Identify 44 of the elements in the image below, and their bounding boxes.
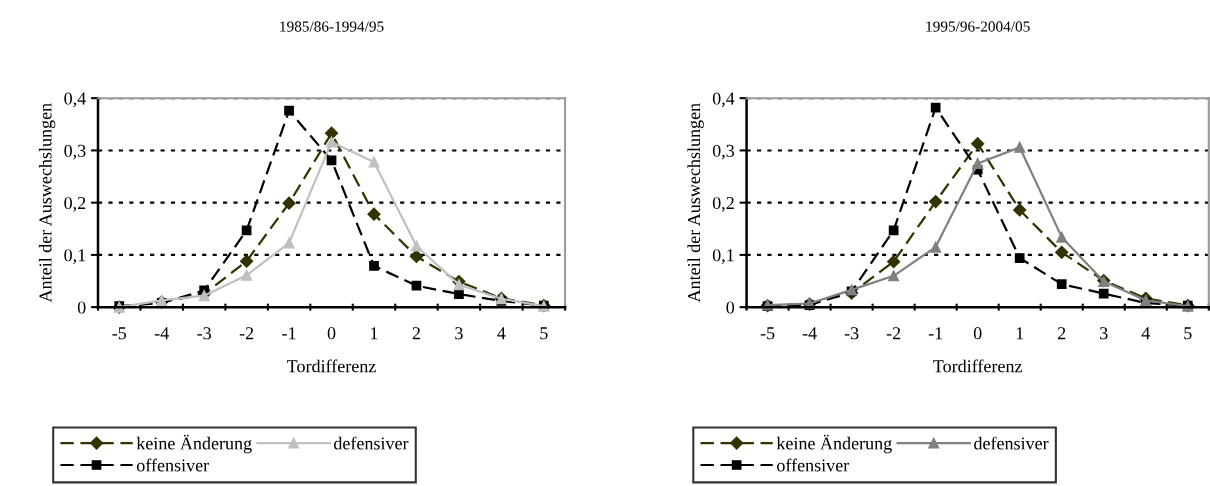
x-tick-label: -2 bbox=[886, 327, 901, 340]
chart-title: 1985/86-1994/95 bbox=[280, 21, 384, 32]
x-tick-label: -1 bbox=[928, 327, 943, 340]
y-axis-title: Anteil der Auswechslungen bbox=[38, 103, 56, 303]
x-tick-label: -4 bbox=[802, 327, 817, 340]
y-tick-label: 0,1 bbox=[712, 249, 734, 264]
x-tick-label: 3 bbox=[1100, 327, 1108, 340]
y-tick-label: 0 bbox=[77, 301, 86, 314]
x-axis-title: Tordifferenz bbox=[933, 359, 1022, 373]
x-tick-label: -3 bbox=[844, 327, 859, 340]
x-tick-label: 5 bbox=[540, 327, 548, 340]
legend-label: defensiver bbox=[334, 436, 409, 450]
legend-label: keine Änderung bbox=[136, 434, 252, 454]
x-axis-title: Tordifferenz bbox=[287, 359, 376, 373]
x-tick-label: -1 bbox=[282, 327, 296, 340]
chart-title: 1995/96-2004/05 bbox=[926, 21, 1030, 32]
legend-label: defensiver bbox=[974, 436, 1049, 450]
y-tick-label: 0 bbox=[726, 301, 735, 314]
x-tick-label: 3 bbox=[455, 327, 463, 340]
x-tick-label: 4 bbox=[1141, 327, 1150, 340]
x-tick-label: -5 bbox=[760, 327, 775, 340]
x-tick-label: 1 bbox=[1016, 327, 1024, 340]
x-tick-label: 4 bbox=[497, 327, 506, 340]
legend-label: offensiver bbox=[136, 458, 209, 472]
x-tick-label: -2 bbox=[239, 327, 254, 340]
legend-label: offensiver bbox=[777, 458, 850, 472]
x-tick-label: -5 bbox=[112, 327, 127, 340]
x-tick-label: 5 bbox=[1184, 327, 1192, 340]
y-tick-label: 0,4 bbox=[712, 92, 735, 108]
y-tick-label: 0,3 bbox=[64, 144, 86, 160]
x-tick-label: -4 bbox=[154, 327, 169, 340]
x-tick-label: -3 bbox=[197, 327, 211, 340]
legend-label: keine Änderung bbox=[776, 434, 892, 454]
x-tick-label: 1 bbox=[371, 327, 378, 340]
x-tick-label: 0 bbox=[973, 327, 982, 340]
y-tick-label: 0,4 bbox=[64, 92, 86, 108]
x-tick-label: 0 bbox=[327, 327, 336, 340]
y-tick-label: 0,3 bbox=[712, 144, 735, 160]
y-tick-label: 0,1 bbox=[64, 249, 86, 264]
x-tick-label: 2 bbox=[412, 327, 420, 340]
y-axis-title: Anteil der Auswechslungen bbox=[687, 103, 704, 303]
x-tick-label: 2 bbox=[1058, 327, 1066, 340]
y-tick-label: 0,2 bbox=[712, 196, 734, 212]
y-tick-label: 0,2 bbox=[64, 196, 86, 212]
